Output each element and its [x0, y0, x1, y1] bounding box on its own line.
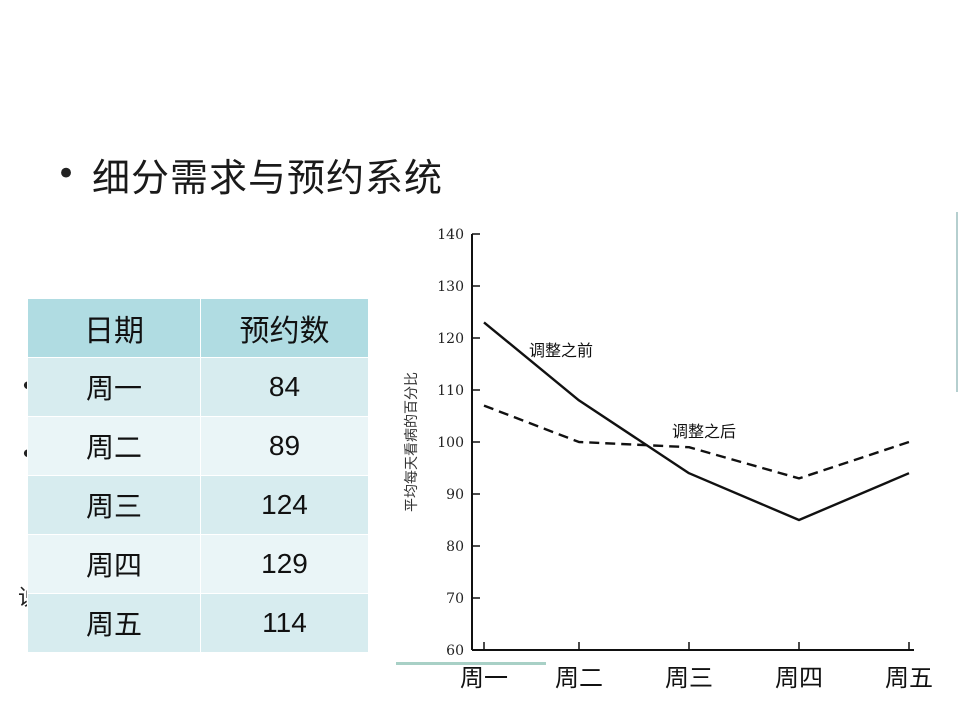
y-tick-label: 80 — [446, 539, 464, 555]
x-tick-label: 周一 — [460, 664, 508, 692]
y-tick-label: 90 — [446, 487, 464, 503]
y-tick-label: 130 — [437, 279, 464, 295]
x-tick-label: 周四 — [775, 664, 823, 692]
cell-count: 124 — [201, 476, 369, 535]
series-label-before: 调整之前 — [529, 341, 593, 360]
y-tick-label: 110 — [437, 383, 464, 399]
header-count: 预约数 — [201, 299, 369, 358]
cell-count: 114 — [201, 594, 369, 653]
cell-day: 周二 — [28, 417, 201, 476]
table-row: 周五 114 — [28, 594, 369, 653]
y-tick-label: 70 — [446, 591, 464, 607]
table-row: 周二 89 — [28, 417, 369, 476]
x-tick-label: 周五 — [885, 664, 933, 692]
line-chart-svg: 60 70 80 90 100 110 120 130 140 周一 周二 周三 周四 周五 平均每天看病的… — [384, 212, 960, 720]
series-label-after: 调整之后 — [672, 422, 736, 441]
table-row: 周三 124 — [28, 476, 369, 535]
cell-day: 周四 — [28, 535, 201, 594]
table-row: 周一 84 — [28, 358, 369, 417]
table-header-row: 日期 预约数 — [28, 299, 369, 358]
y-axis-label: 平均每天看病的百分比 — [404, 372, 420, 512]
cell-count: 89 — [201, 417, 369, 476]
booking-table: 日期 预约数 周一 84 周二 89 周三 124 周四 129 周五 114 — [27, 298, 369, 653]
cell-count: 129 — [201, 535, 369, 594]
x-tick-label: 周三 — [665, 664, 713, 692]
y-tick-label: 140 — [437, 227, 464, 243]
line-chart: 60 70 80 90 100 110 120 130 140 周一 周二 周三 周四 周五 平均每天看病的… — [384, 212, 960, 720]
slide-title: 细分需求与预约系统 — [92, 147, 443, 202]
cell-day: 周一 — [28, 358, 201, 417]
cell-count: 84 — [201, 358, 369, 417]
table-row: 周四 129 — [28, 535, 369, 594]
slide-title-row: • 细分需求与预约系统 — [56, 148, 443, 200]
cell-day: 周五 — [28, 594, 201, 653]
header-date: 日期 — [28, 299, 201, 358]
series-after-line — [484, 406, 909, 479]
x-tick-label: 周二 — [555, 664, 603, 692]
y-tick-label: 100 — [437, 435, 464, 451]
cell-day: 周三 — [28, 476, 201, 535]
y-tick-label: 60 — [446, 643, 464, 659]
bullet-icon: • — [56, 154, 92, 194]
y-tick-label: 120 — [437, 331, 464, 347]
